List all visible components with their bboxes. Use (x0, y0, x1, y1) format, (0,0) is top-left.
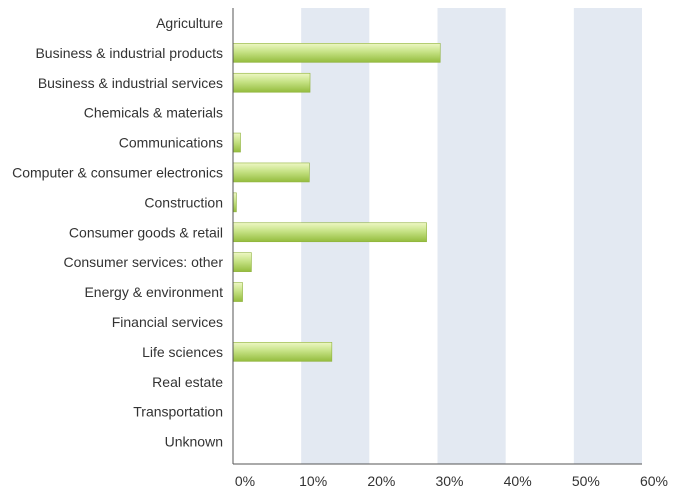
x-tick-label: 20% (367, 473, 395, 489)
grid-bands (301, 8, 642, 464)
category-label: Consumer goods & retail (69, 224, 223, 240)
bar (232, 72, 311, 93)
x-tick-label: 40% (504, 473, 532, 489)
category-label: Financial services (112, 314, 223, 330)
bar (232, 192, 237, 213)
category-label: Energy & environment (84, 284, 223, 300)
category-label: Business & industrial services (38, 75, 223, 91)
category-label: Life sciences (142, 344, 223, 360)
category-label: Business & industrial products (35, 45, 223, 61)
grid-band (437, 8, 506, 464)
category-label: Communications (119, 135, 223, 151)
category-label: Consumer services: other (63, 254, 223, 270)
x-tick-label: 10% (299, 473, 327, 489)
x-tick-labels: 0% 10% 20% 30% 40% 50% 60% (235, 473, 668, 489)
category-label: Construction (144, 194, 223, 210)
bar (232, 252, 252, 272)
category-label: Real estate (152, 374, 223, 390)
x-tick-label: 60% (640, 473, 668, 489)
bar (232, 282, 243, 302)
bars-group (232, 43, 441, 362)
bar (232, 342, 333, 362)
bar (232, 43, 441, 63)
category-labels: Agriculture Business & industrial product… (12, 15, 223, 450)
x-tick-label: 30% (435, 473, 463, 489)
bar (232, 162, 310, 183)
x-tick-label: 50% (572, 473, 600, 489)
category-label: Computer & consumer electronics (12, 164, 223, 180)
bar (232, 132, 241, 153)
category-label: Transportation (133, 404, 223, 420)
bar (232, 222, 427, 243)
category-label: Unknown (165, 434, 223, 450)
category-label: Chemicals & materials (84, 105, 223, 121)
x-tick-label: 0% (235, 473, 255, 489)
category-label: Agriculture (156, 15, 223, 31)
grid-band (573, 8, 642, 464)
